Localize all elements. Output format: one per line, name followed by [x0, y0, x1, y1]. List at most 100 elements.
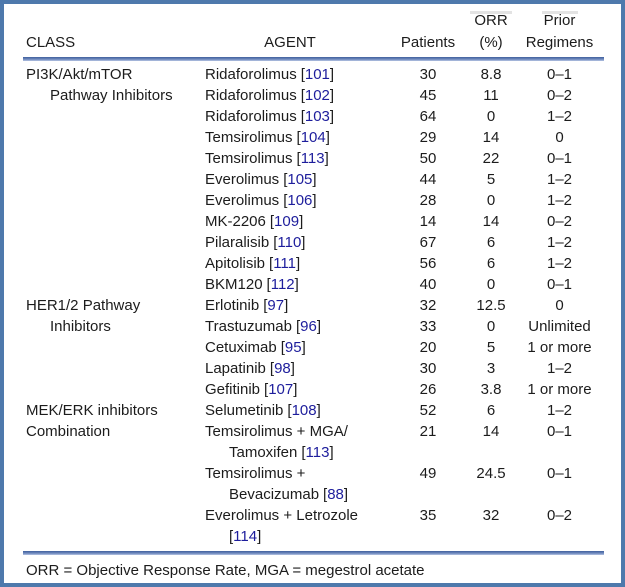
citation-link[interactable]: 108: [291, 402, 317, 419]
citation-link[interactable]: 106: [287, 192, 313, 209]
bracket-open: [: [266, 276, 271, 293]
citation-link[interactable]: 96: [300, 318, 317, 335]
agent-name: Ridaforolimus: [205, 108, 297, 125]
table-body: PI3K/Akt/mTOR Ridaforolimus [101] 30 8.8 0–1 P…: [23, 64, 604, 547]
citation-link[interactable]: 111: [273, 255, 297, 272]
table-row: Combination Temsirolimus + MGA/21 14 0–1: [23, 421, 604, 442]
table-row: MEK/ERK inhibitors Selumetinib [108] 52 6 1–2: [23, 400, 604, 421]
citation: [98]: [270, 360, 295, 377]
agent-cell: MK-2206 [109]: [191, 211, 389, 232]
citation-link[interactable]: 114: [233, 528, 258, 545]
citation-link[interactable]: 104: [300, 129, 326, 146]
table-row: Gefitinib [107] 26 3.8 1 or more: [23, 379, 604, 400]
citation-link[interactable]: 102: [304, 87, 330, 104]
prior-regimens-cell: 1–2: [546, 234, 573, 251]
table-row: Temsirolimus + 49 24.5 0–1: [23, 463, 604, 484]
agent-cell: Temsirolimus + MGA/: [191, 421, 389, 442]
table-row: Pilaralisib [110] 67 6 1–2: [23, 232, 604, 253]
citation-link[interactable]: 109: [274, 213, 300, 230]
citation-link[interactable]: 105: [287, 171, 313, 188]
class-cell: [23, 169, 191, 190]
orr-cell: [467, 442, 515, 463]
class-cell: [23, 232, 191, 253]
header-prior-label: Prior: [543, 12, 576, 29]
agent-cell: Tamoxifen [113]: [191, 442, 389, 463]
bracket-close: ]: [301, 234, 306, 251]
bracket-open: [: [300, 66, 305, 83]
orr-cell: 12.5: [476, 297, 506, 314]
citation-link[interactable]: 112: [270, 276, 295, 293]
citation: [113]: [297, 150, 329, 167]
citation-link[interactable]: 95: [284, 339, 302, 356]
bracket-close: ]: [293, 381, 298, 398]
prior-regimens-cell: [515, 526, 604, 547]
class-cell: [23, 358, 191, 379]
agent-cell: Pilaralisib [110]: [191, 232, 389, 253]
bracket-open: [: [295, 318, 301, 335]
agent-name: Everolimus: [205, 192, 280, 209]
agent-name: BKM120: [205, 276, 263, 293]
agent-name: Ridaforolimus: [205, 66, 297, 83]
agent-name: Lapatinib: [205, 360, 266, 377]
table-row: Pathway Inhibitors Ridaforolimus [102] 45 11…: [23, 85, 604, 106]
table-header: ORR Prior CLASS AGENT Patients (%) Regim…: [23, 10, 604, 64]
header-agent: AGENT: [264, 34, 316, 51]
patients-cell: 44: [419, 171, 437, 188]
agent-cell: Ridaforolimus [101]: [191, 64, 389, 85]
class-cell: [23, 442, 191, 463]
class-cell: [23, 274, 191, 295]
citation-link[interactable]: 113: [305, 444, 330, 461]
prior-regimens-cell: 1–2: [546, 171, 573, 188]
citation-link[interactable]: 101: [304, 66, 330, 83]
class-cell: [23, 337, 191, 358]
citation-link[interactable]: 88: [327, 486, 344, 503]
bracket-open: [: [264, 381, 269, 398]
class-cell: [23, 484, 191, 505]
citation: [113]: [301, 444, 333, 461]
prior-regimens-cell: 1–2: [546, 255, 573, 272]
header-row-top: ORR Prior: [23, 10, 604, 32]
header-patients: Patients: [400, 34, 456, 51]
bracket-close: ]: [316, 318, 322, 335]
prior-regimens-cell: [515, 484, 604, 505]
bracket-open: [: [323, 486, 328, 503]
agent-name: Temsirolimus + MGA/: [205, 423, 348, 440]
class-cell: MEK/ERK inhibitors: [23, 400, 191, 421]
citation-link[interactable]: 98: [274, 360, 291, 377]
citation-link[interactable]: 110: [277, 234, 302, 251]
bracket-close: ]: [290, 360, 295, 377]
class-cell: [23, 190, 191, 211]
agent-name: Pilaralisib: [205, 234, 270, 251]
patients-cell: 35: [419, 507, 437, 524]
citation-link[interactable]: 107: [268, 381, 294, 398]
header-spacer: [23, 10, 191, 32]
bracket-close: ]: [343, 486, 349, 503]
citation-link[interactable]: 113: [300, 150, 325, 167]
bracket-open: [: [283, 192, 288, 209]
patients-cell: 67: [419, 234, 437, 251]
agent-name: Cetuximab: [205, 339, 277, 356]
footer-rule: [23, 551, 604, 555]
agent-name: Tamoxifen: [229, 444, 298, 461]
table-row: HER1/2 Pathway Erlotinib [97] 32 12.5 0: [23, 295, 604, 316]
citation: [109]: [270, 213, 303, 230]
prior-regimens-cell: 0: [555, 129, 564, 146]
bracket-close: ]: [301, 339, 306, 356]
bracket-close: ]: [312, 171, 317, 188]
table-row: Temsirolimus [113] 50 22 0–1: [23, 148, 604, 169]
agent-cell: Apitolisib [111]: [191, 253, 389, 274]
orr-cell: 0: [486, 192, 496, 209]
orr-cell: [467, 526, 515, 547]
prior-regimens-cell: 1 or more: [527, 339, 592, 356]
orr-cell: 6: [486, 402, 496, 419]
patients-cell: 28: [419, 192, 437, 209]
bracket-close: ]: [299, 213, 304, 230]
citation-link[interactable]: 103: [304, 108, 330, 125]
orr-cell: 6: [486, 255, 496, 272]
agent-cell: BKM120 [112]: [191, 274, 389, 295]
prior-regimens-cell: 0–2: [546, 507, 573, 524]
citation: [110]: [273, 234, 305, 251]
class-cell: [23, 211, 191, 232]
citation-link[interactable]: 97: [267, 297, 285, 314]
